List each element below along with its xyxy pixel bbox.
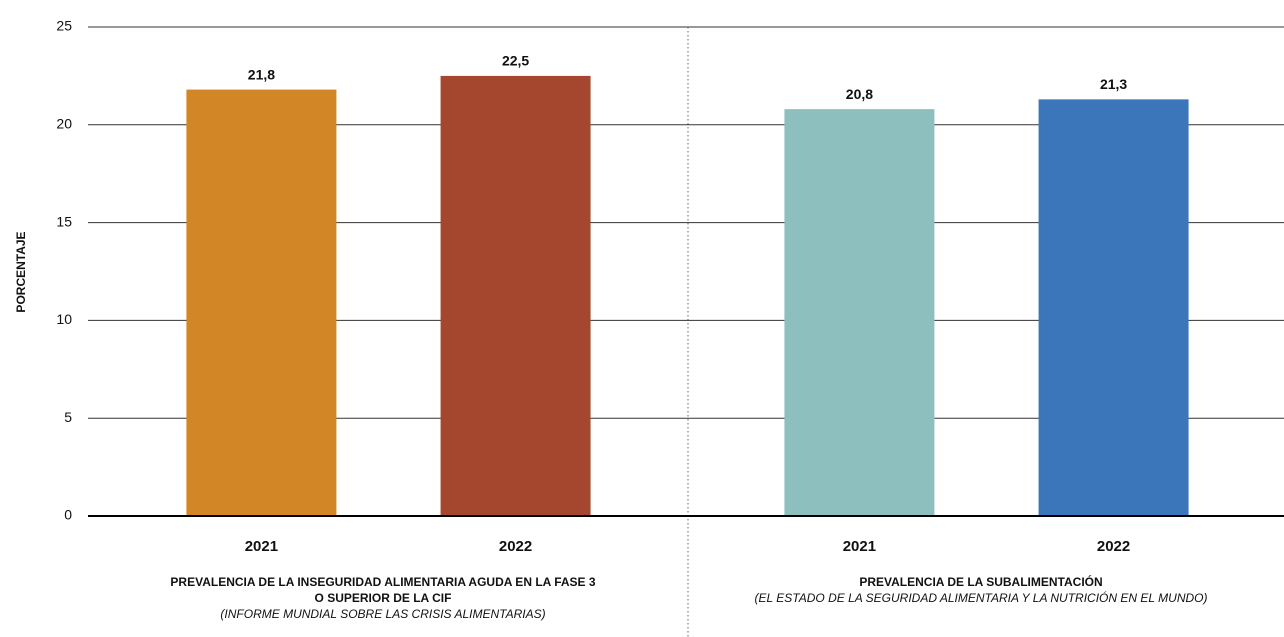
value-label: 20,8 (846, 86, 873, 102)
value-label: 22,5 (502, 53, 529, 69)
group-source: (INFORME MUNDIAL SOBRE LAS CRISIS ALIMEN… (220, 607, 545, 621)
x-tick-label: 2021 (843, 538, 876, 555)
y-tick-label: 0 (64, 507, 72, 523)
x-tick-label: 2022 (499, 538, 532, 555)
group-title: PREVALENCIA DE LA SUBALIMENTACIÓN (859, 574, 1102, 589)
bar (1038, 99, 1189, 516)
y-tick-label: 5 (64, 409, 72, 425)
group-title: PREVALENCIA DE LA INSEGURIDAD ALIMENTARI… (170, 575, 595, 589)
group-source: (EL ESTADO DE LA SEGURIDAD ALIMENTARIA Y… (755, 590, 1208, 605)
value-label: 21,3 (1100, 76, 1127, 92)
bar (784, 109, 935, 516)
y-tick-label: 25 (56, 18, 72, 34)
x-tick-label: 2022 (1097, 538, 1130, 555)
y-tick-label: 10 (56, 311, 72, 327)
group-title: O SUPERIOR DE LA CIF (315, 591, 452, 605)
bar (186, 89, 337, 516)
x-tick-label: 2021 (245, 538, 278, 555)
value-label: 21,8 (248, 66, 275, 82)
y-axis-label: PORCENTAJE (14, 231, 28, 312)
y-tick-label: 20 (56, 116, 72, 132)
bar (440, 75, 591, 517)
y-tick-label: 15 (56, 213, 72, 229)
